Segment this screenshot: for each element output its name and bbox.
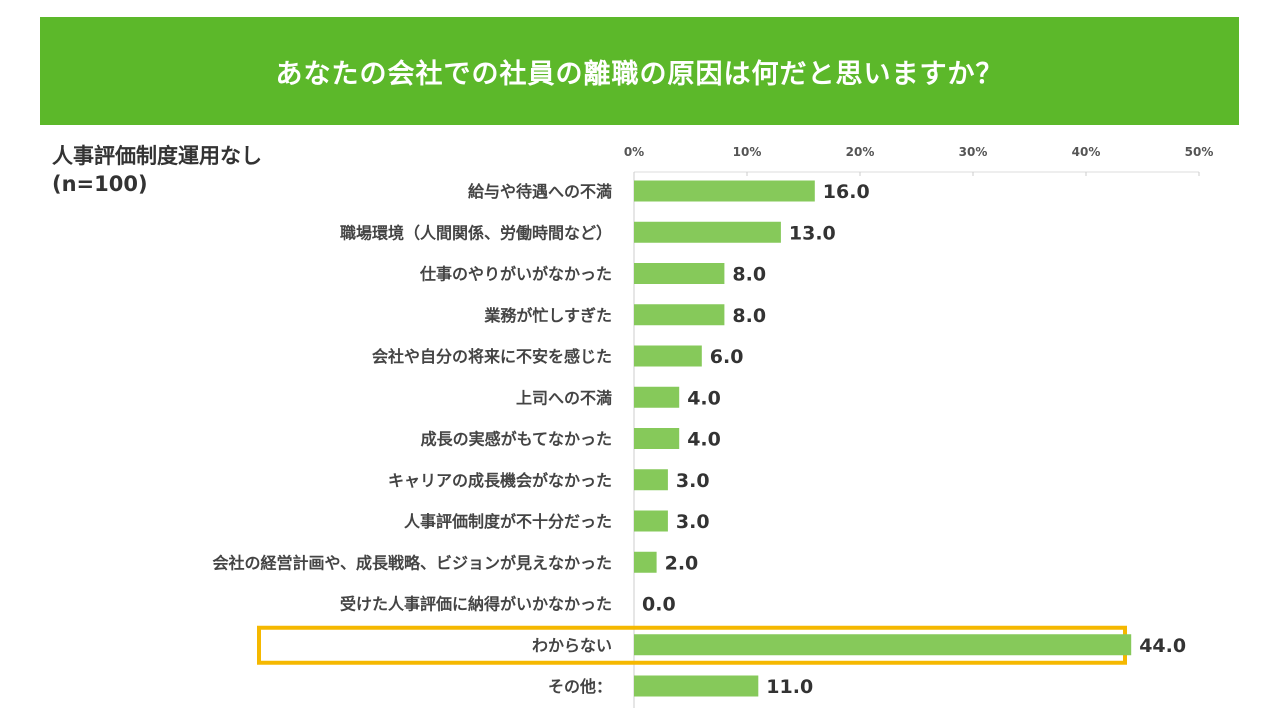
category-label: 成長の実感がもてなかった [421,430,612,449]
category-label: 会社の経営計画や、成長戦略、ビジョンが見えなかった [212,553,612,572]
category-label: わからない [532,636,612,655]
category-label: 職場環境（人間関係、労働時間など） [340,223,612,242]
bar [634,386,680,408]
category-label: 人事評価制度が不十分だった [404,512,612,531]
subtitle-group: 人事評価制度運用なし [52,144,262,168]
bar [634,221,781,243]
bar [634,180,815,202]
data-label: 8.0 [732,305,766,327]
bar [634,510,668,532]
bar [634,304,725,326]
bar [634,263,725,284]
data-label: 2.0 [665,552,699,574]
category-label: 給与や待遇への不満 [468,182,612,201]
tick-label: 50% [1185,145,1214,159]
category-label: キャリアの成長機会がなかった [388,471,612,490]
bar [634,428,680,449]
tick-label: 20% [846,145,875,159]
tick-label: 30% [959,145,988,159]
bar [634,551,657,573]
category-label: その他： [548,677,612,696]
tick-label: 10% [733,145,762,159]
data-label: 3.0 [676,470,710,492]
data-label: 16.0 [823,181,870,203]
tick-label: 0% [624,145,644,159]
bar [634,675,759,697]
data-label: 4.0 [687,387,721,409]
data-label: 44.0 [1139,635,1186,657]
data-label: 4.0 [687,429,721,451]
data-label: 3.0 [676,511,710,533]
category-label: 受けた人事評価に納得がいかなかった [340,595,612,614]
data-label: 8.0 [732,264,766,286]
category-label: 会社や自分の将来に不安を感じた [372,347,612,366]
subtitle: 人事評価制度運用なし (n=100) [52,142,262,198]
bar [634,469,668,491]
category-label: 上司への不満 [516,388,612,407]
data-label: 13.0 [789,222,836,244]
data-label: 0.0 [642,594,676,616]
category-label: 仕事のやりがいがなかった [419,265,612,284]
data-label: 11.0 [766,676,813,698]
tick-label: 40% [1072,145,1101,159]
title-banner: あなたの会社での社員の離職の原因は何だと思いますか？ [40,17,1239,125]
chart-title: あなたの会社での社員の離職の原因は何だと思いますか？ [275,58,1004,90]
data-label: 6.0 [710,346,744,368]
bar [634,634,1132,656]
bar [634,345,702,367]
category-label: 業務が忙しすぎた [483,306,612,325]
subtitle-sample-size: (n=100) [52,172,148,196]
